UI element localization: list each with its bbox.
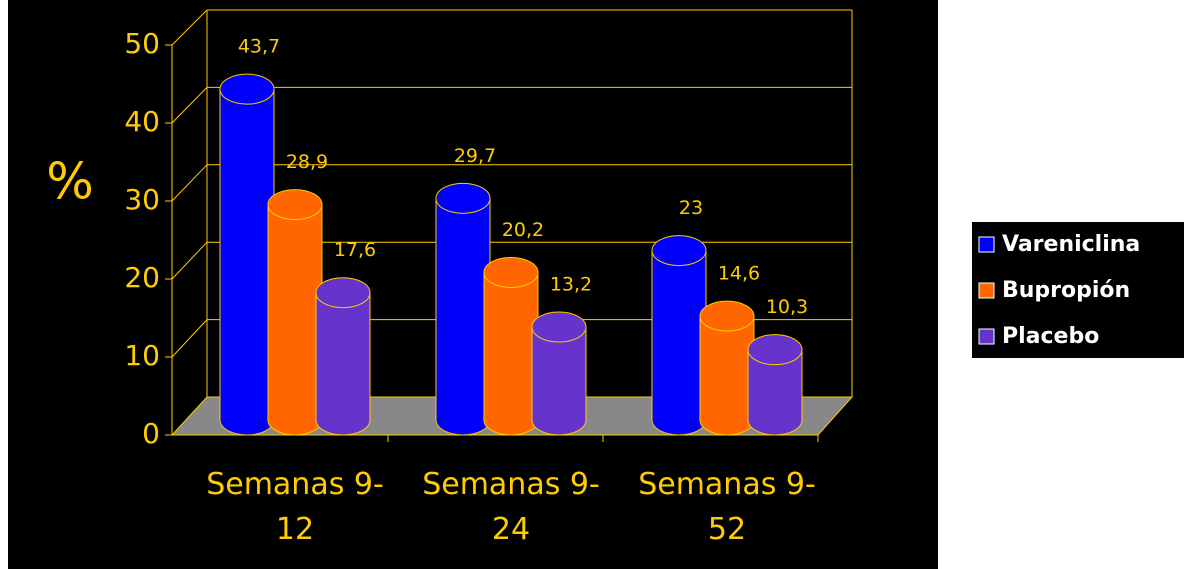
cylinder-top [435,182,491,214]
y-axis-label: % [46,153,94,211]
data-label: 29,7 [454,145,496,167]
cylinder-top [699,300,755,332]
cylinder-top [315,277,371,309]
cylinder-top [747,334,803,366]
cylinder [699,315,755,436]
data-label: 20,2 [502,219,544,241]
data-label: 43,7 [238,36,280,58]
grid-line [171,319,208,358]
legend [972,222,1184,358]
cylinder [651,250,707,436]
data-label: 23 [679,197,703,219]
data-label: 14,6 [718,263,760,285]
legend-label: Bupropión [1002,278,1130,303]
data-label: 28,9 [286,151,328,173]
grid-line [171,87,208,124]
y-tick-label: 40 [124,105,160,138]
grid-line [171,241,208,280]
x-tick-label: Semanas 9-24 [422,467,600,547]
cylinder [267,204,323,436]
cylinder [483,271,539,436]
data-label: 13,2 [550,274,592,296]
data-label: 17,6 [334,239,376,261]
legend-swatch [978,282,995,299]
cylinder [435,197,491,436]
grid-line [171,9,208,46]
legend-swatch [978,236,995,253]
legend-label: Placebo [1002,324,1099,349]
y-tick-label: 30 [124,183,160,216]
cylinder-top [531,311,587,343]
cylinder [531,326,587,436]
cylinder-top [219,73,275,105]
cylinder-top [651,235,707,267]
y-tick-label: 10 [124,339,160,372]
grid-line [171,164,208,202]
cylinder [219,88,275,436]
cylinder-top [483,256,539,288]
legend-label: Vareniclina [1002,232,1140,257]
x-tick-label: Semanas 9-52 [638,467,816,547]
cylinder [747,349,803,436]
y-tick-label: 20 [124,261,160,294]
y-tick-label: 0 [142,417,160,450]
cylinder-top [267,189,323,221]
legend-swatch [978,328,995,345]
cylinder [315,292,371,436]
x-tick-label: Semanas 9-12 [206,467,384,547]
y-tick-label: 50 [124,27,160,60]
data-label: 10,3 [766,296,808,318]
